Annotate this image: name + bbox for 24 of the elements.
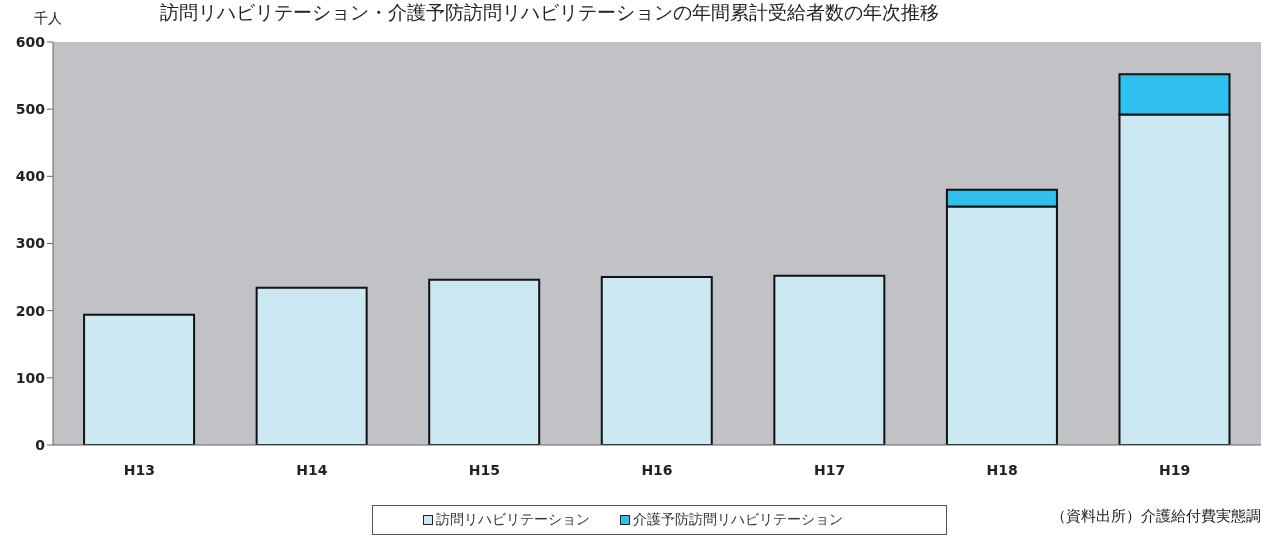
y-tick-label: 100 [15,369,46,386]
bar [255,286,368,445]
y-tick-label: 200 [15,302,46,319]
bar [83,313,196,445]
legend-label: 訪問リハビリテーション [436,511,590,529]
x-tick-label: H17 [813,461,846,478]
x-tick-label: H18 [986,461,1018,478]
x-tick-label: H15 [468,461,501,478]
bar [773,274,886,445]
y-tick-label: 0 [35,436,46,453]
bar [600,276,713,445]
x-tick-label: H16 [641,461,673,478]
x-tick-label: H19 [1159,461,1191,478]
y-tick-label: 600 [15,33,46,50]
x-tick-label: H13 [123,461,155,478]
y-axis-title: 千人 [34,10,62,28]
y-tick-label: 300 [15,235,46,252]
y-tick-label: 500 [15,101,46,118]
legend-label: 介護予防訪問リハビリテーション [633,511,843,529]
bar [428,278,541,445]
x-tick-label: H14 [296,461,328,478]
text: （資料出所）介護給付費実態調 [1051,507,1261,526]
y-tick-label: 400 [15,168,46,185]
chart-title: 訪問リハビリテーション・介護予防訪問リハビリテーションの年間累計受給者数の年次推移 [160,0,940,25]
